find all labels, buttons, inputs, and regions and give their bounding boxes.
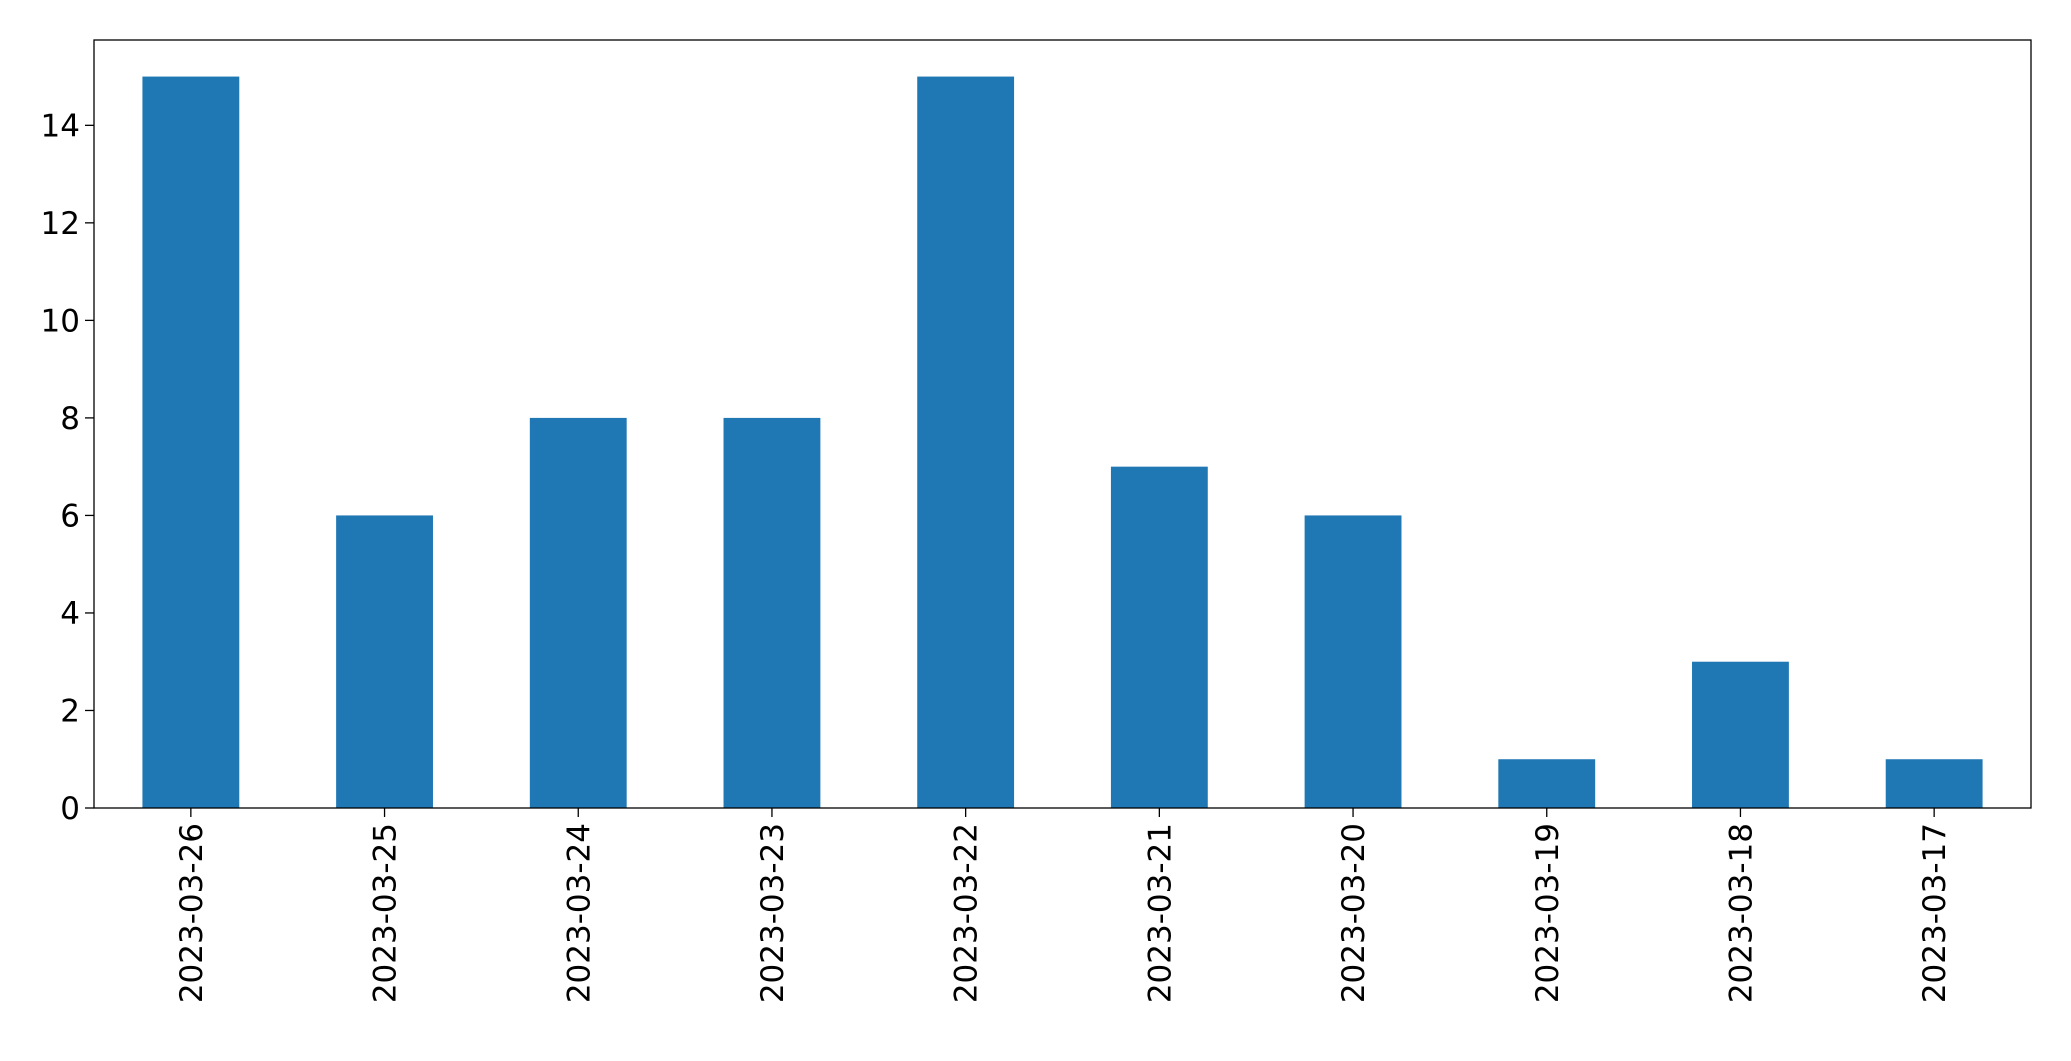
x-tick-label: 2023-03-22 — [949, 823, 985, 1003]
bar — [1304, 515, 1402, 808]
bar — [1498, 759, 1596, 808]
y-tick-label: 8 — [60, 401, 80, 437]
y-tick-label: 2 — [60, 693, 80, 729]
bar — [723, 417, 821, 808]
y-tick-label: 10 — [41, 303, 80, 339]
plot-frame — [93, 39, 2032, 809]
bar — [529, 417, 627, 808]
y-tick-label: 14 — [41, 108, 80, 144]
x-tick-label: 2023-03-17 — [1917, 823, 1953, 1003]
bar — [1885, 759, 1983, 808]
bar — [142, 76, 240, 809]
x-tick-label: 2023-03-26 — [174, 823, 210, 1003]
x-tick-label: 2023-03-18 — [1723, 823, 1759, 1003]
x-tick-label: 2023-03-19 — [1530, 823, 1566, 1003]
y-tick-label: 12 — [41, 206, 80, 242]
bar — [1692, 661, 1789, 808]
x-tick-label: 2023-03-25 — [368, 823, 404, 1003]
x-tick-label: 2023-03-21 — [1142, 823, 1178, 1003]
bar — [336, 515, 433, 808]
bar — [917, 76, 1015, 809]
bar — [1110, 466, 1208, 808]
y-tick-label: 6 — [60, 498, 80, 534]
x-tick-label: 2023-03-20 — [1336, 823, 1372, 1003]
y-tick-label: 0 — [60, 791, 80, 827]
y-tick-label: 4 — [60, 596, 80, 632]
x-tick-label: 2023-03-23 — [755, 823, 791, 1003]
x-tick-label: 2023-03-24 — [561, 823, 597, 1003]
